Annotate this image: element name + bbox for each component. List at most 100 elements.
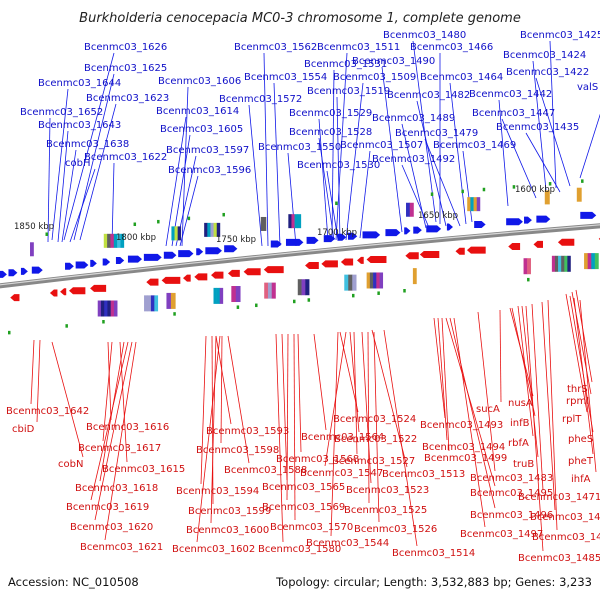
- forward-gene-label[interactable]: Bcenmc03_1492: [372, 154, 455, 165]
- annotation-block: [551, 255, 556, 272]
- forward-gene-label[interactable]: Bcenmc03_1511: [317, 42, 400, 53]
- forward-gene-label[interactable]: Bcenmc03_1464: [420, 72, 503, 83]
- forward-gene-label[interactable]: Bcenmc03_1614: [156, 106, 239, 117]
- forward-gene-label[interactable]: Bcenmc03_1625: [84, 63, 167, 74]
- reverse-gene-label[interactable]: Bcenmc03_1495: [470, 488, 553, 499]
- reverse-gene-label[interactable]: Bcenmc03_1617: [78, 443, 161, 454]
- reverse-gene-label[interactable]: Bcenmc03_1523: [346, 485, 429, 496]
- forward-gene-label[interactable]: Bcenmc03_1562: [234, 42, 317, 53]
- reverse-gene-label[interactable]: thrS: [567, 384, 588, 395]
- forward-gene-label[interactable]: Bcenmc03_1424: [503, 50, 586, 61]
- reverse-gene-label[interactable]: infB: [510, 418, 530, 429]
- reverse-gene-label[interactable]: rbfA: [508, 438, 529, 449]
- reverse-gene-label[interactable]: cbiD: [12, 424, 35, 435]
- reverse-gene-label[interactable]: pheS: [568, 434, 593, 445]
- reverse-gene-label[interactable]: Bcenmc03_1527: [332, 456, 415, 467]
- forward-gene-label[interactable]: Bcenmc03_1442: [469, 89, 552, 100]
- forward-gene-label[interactable]: Bcenmc03_1597: [166, 145, 249, 156]
- reverse-gene-label[interactable]: Bcenmc03_1524: [333, 414, 416, 425]
- reverse-gene-label[interactable]: Bcenmc03_1620: [70, 522, 153, 533]
- forward-gene-label[interactable]: Bcenmc03_1507: [340, 140, 423, 151]
- reverse-gene-label[interactable]: Bcenmc03_1493: [420, 420, 503, 431]
- reverse-gene-label[interactable]: Bcenmc03_1496: [470, 510, 553, 521]
- forward-gene-label[interactable]: Bcenmc03_1605: [160, 124, 243, 135]
- reverse-gene-label[interactable]: rpmI: [566, 396, 589, 407]
- reverse-gene-label[interactable]: Bcenmc03_1497: [460, 529, 543, 540]
- reverse-gene-label[interactable]: Bcenmc03_1499: [424, 453, 507, 464]
- reverse-gene-label[interactable]: rplT: [562, 414, 582, 425]
- forward-gene-label[interactable]: Bcenmc03_1622: [84, 152, 167, 163]
- forward-connector: [51, 88, 69, 241]
- reverse-gene-label[interactable]: Bcenmc03_1471: [518, 492, 600, 503]
- reverse-gene-label[interactable]: Bcenmc03_1513: [382, 469, 465, 480]
- reverse-gene-label[interactable]: Bcenmc03_1564: [301, 432, 384, 443]
- reverse-gene-label[interactable]: Bcenmc03_1494: [422, 442, 505, 453]
- forward-gene-label[interactable]: Bcenmc03_1644: [38, 78, 121, 89]
- reverse-gene-label[interactable]: Bcenmc03_1544: [306, 538, 389, 549]
- forward-gene-label[interactable]: Bcenmc03_1489: [372, 113, 455, 124]
- forward-gene-label[interactable]: Bcenmc03_1466: [410, 42, 493, 53]
- reverse-gene-label[interactable]: Bcenmc03_1547: [300, 468, 383, 479]
- forward-gene-label[interactable]: Bcenmc03_1479: [395, 128, 478, 139]
- forward-gene-label[interactable]: Bcenmc03_1528: [289, 127, 372, 138]
- reverse-gene-label[interactable]: Bcenmc03_1474: [532, 532, 600, 543]
- forward-gene-label[interactable]: Bcenmc03_1606: [158, 76, 241, 87]
- reverse-gene-label[interactable]: Bcenmc03_1619: [66, 502, 149, 513]
- reverse-gene-label[interactable]: Bcenmc03_1526: [354, 524, 437, 535]
- reverse-gene-label[interactable]: Bcenmc03_1598: [196, 445, 279, 456]
- forward-gene-label[interactable]: Bcenmc03_1554: [244, 72, 327, 83]
- reverse-gene-label[interactable]: Bcenmc03_1525: [344, 505, 427, 516]
- reverse-gene-label[interactable]: Bcenmc03_1618: [75, 483, 158, 494]
- forward-gene-label[interactable]: Bcenmc03_1596: [168, 165, 251, 176]
- forward-gene-label[interactable]: Bcenmc03_1447: [472, 108, 555, 119]
- reverse-gene-label[interactable]: Bcenmc03_1602: [172, 544, 255, 555]
- reverse-gene-label[interactable]: Bcenmc03_1616: [86, 422, 169, 433]
- forward-gene-label[interactable]: Bcenmc03_1490: [352, 56, 435, 67]
- reverse-gene-label[interactable]: Bcenmc03_1568: [276, 454, 359, 465]
- reverse-gene-label[interactable]: cobN: [58, 459, 83, 470]
- reverse-gene-label[interactable]: truB: [513, 459, 534, 470]
- forward-gene-label[interactable]: valS: [577, 82, 598, 93]
- forward-gene-label[interactable]: cobH: [65, 158, 90, 169]
- reverse-gene-label[interactable]: Bcenmc03_1483: [470, 473, 553, 484]
- reverse-gene-label[interactable]: Bcenmc03_1570: [270, 522, 353, 533]
- forward-connector: [248, 104, 263, 247]
- forward-gene-label[interactable]: Bcenmc03_1509: [333, 72, 416, 83]
- reverse-gene-label[interactable]: Bcenmc03_1588: [224, 465, 307, 476]
- reverse-gene-label[interactable]: Bcenmc03_1485: [518, 553, 600, 564]
- forward-gene-label[interactable]: Bcenmc03_1469: [433, 140, 516, 151]
- reverse-gene-label[interactable]: Bcenmc03_1615: [102, 464, 185, 475]
- forward-gene-label[interactable]: Bcenmc03_1531: [304, 59, 387, 70]
- forward-gene-label[interactable]: Bcenmc03_1623: [86, 93, 169, 104]
- reverse-gene-label[interactable]: sucA: [476, 404, 500, 415]
- reverse-gene-label[interactable]: Bcenmc03_1565: [262, 482, 345, 493]
- reverse-gene-label[interactable]: Bcenmc03_1472: [530, 512, 600, 523]
- reverse-gene-label[interactable]: Bcenmc03_1642: [6, 406, 89, 417]
- forward-gene-label[interactable]: Bcenmc03_1422: [506, 67, 589, 78]
- reverse-gene-label[interactable]: Bcenmc03_1621: [80, 542, 163, 553]
- forward-gene-label[interactable]: Bcenmc03_1638: [46, 139, 129, 150]
- forward-gene-label[interactable]: Bcenmc03_1626: [84, 42, 167, 53]
- reverse-gene-label[interactable]: Bcenmc03_1594: [176, 486, 259, 497]
- reverse-gene-label[interactable]: Bcenmc03_1593: [206, 426, 289, 437]
- forward-gene-label[interactable]: Bcenmc03_1519: [307, 86, 390, 97]
- reverse-gene-label[interactable]: Bcenmc03_1580: [258, 544, 341, 555]
- reverse-gene-label[interactable]: Bcenmc03_1600: [186, 525, 269, 536]
- forward-gene-label[interactable]: Bcenmc03_1643: [38, 120, 121, 131]
- reverse-gene-label[interactable]: pheT: [568, 456, 594, 467]
- forward-gene-label[interactable]: Bcenmc03_1425: [520, 30, 600, 41]
- forward-gene-label[interactable]: Bcenmc03_1482: [387, 90, 470, 101]
- forward-gene-label[interactable]: Bcenmc03_1529: [289, 108, 372, 119]
- forward-gene-label[interactable]: Bcenmc03_1530: [297, 160, 380, 171]
- forward-gene-label[interactable]: Bcenmc03_1480: [383, 30, 466, 41]
- forward-gene-label[interactable]: Bcenmc03_1435: [496, 122, 579, 133]
- forward-gene-label[interactable]: Bcenmc03_1652: [20, 107, 103, 118]
- forward-gene-label[interactable]: Bcenmc03_1550: [258, 142, 341, 153]
- forward-gene-label[interactable]: Bcenmc03_1572: [219, 94, 302, 105]
- reverse-gene-label[interactable]: Bcenmc03_1514: [392, 548, 475, 559]
- reverse-gene-label[interactable]: Bcenmc03_1522: [334, 434, 417, 445]
- reverse-gene-label[interactable]: ihfA: [571, 474, 591, 485]
- reverse-gene-label[interactable]: Bcenmc03_1599: [188, 506, 271, 517]
- reverse-gene-label[interactable]: nusA: [508, 398, 533, 409]
- reverse-gene-label[interactable]: Bcenmc03_1569: [262, 502, 345, 513]
